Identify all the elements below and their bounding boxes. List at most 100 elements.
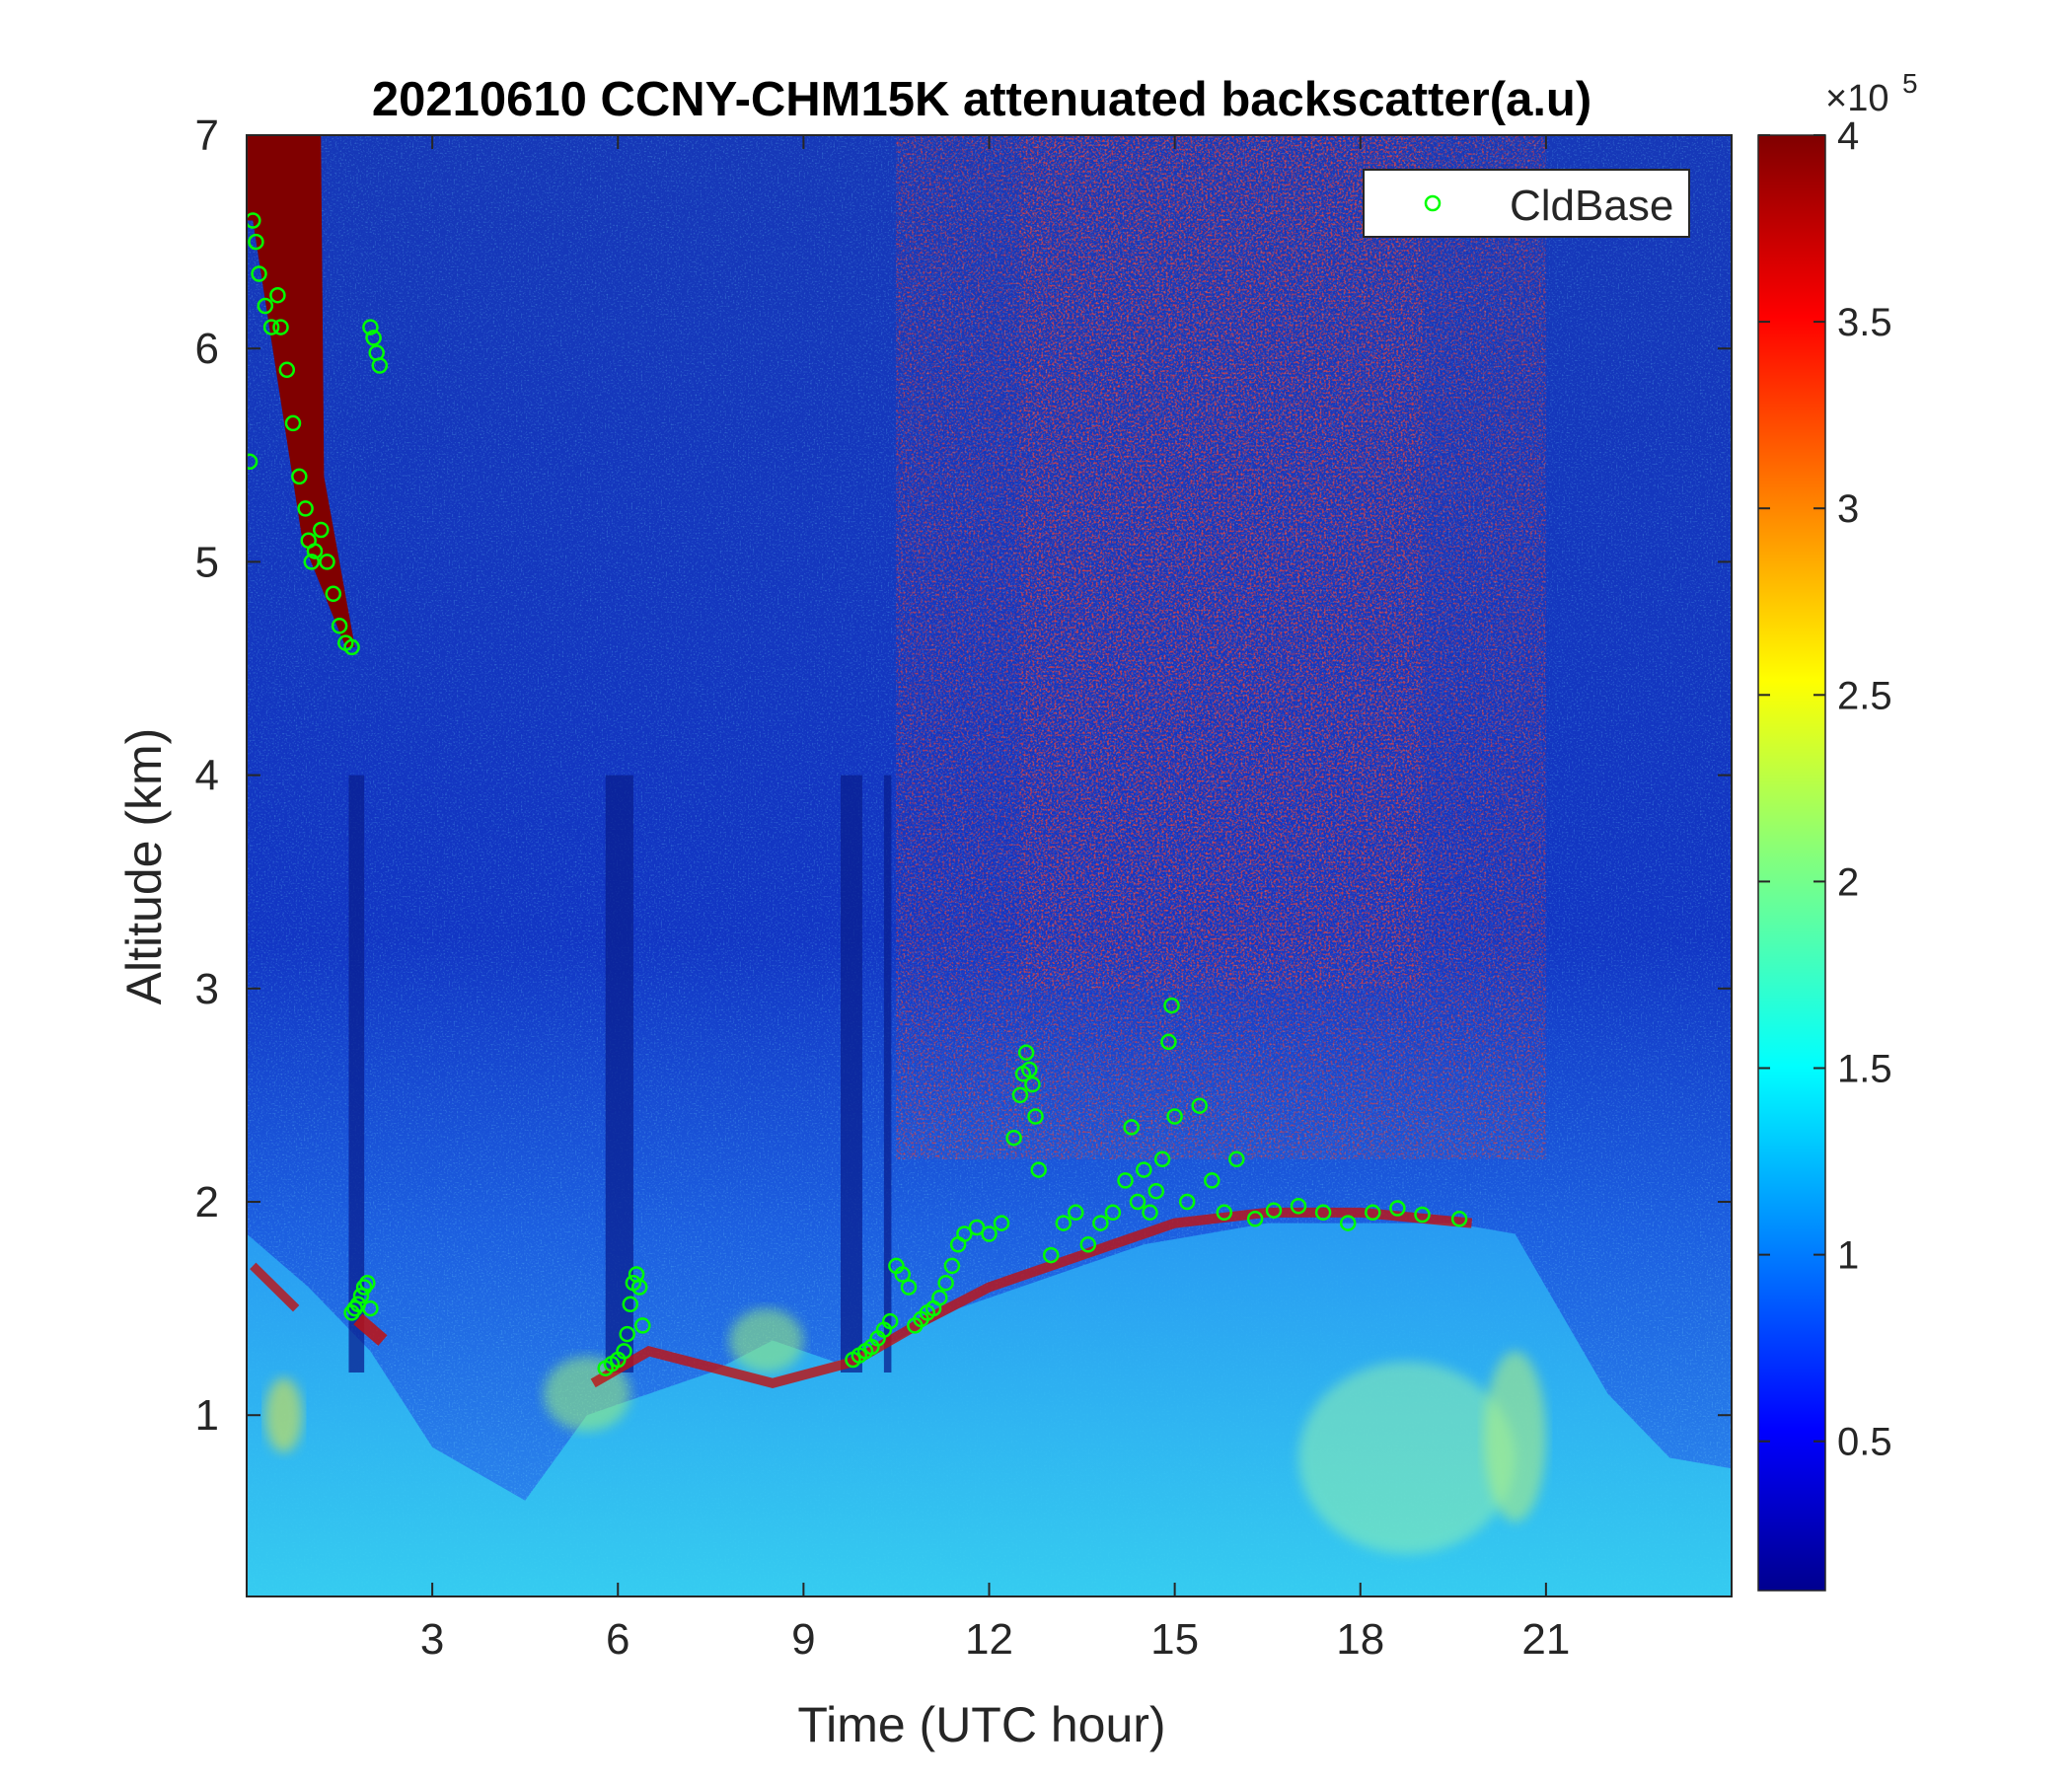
y-tick-label: 3 [195,965,219,1013]
colorbar-exponent-base: ×10 [1825,78,1888,119]
cldbase-marker [993,1215,1010,1231]
heatmap-image [247,135,1732,1596]
cldbase-marker [352,1287,370,1304]
cldbase-marker [1079,1236,1097,1253]
cldbase-marker [616,1343,632,1360]
cldbase-marker [1389,1200,1406,1217]
cldbase-marker [306,543,324,559]
cldbase-marker [362,319,379,335]
cldbase-marker [1147,1182,1165,1200]
colorbar: ×10 5 0.5 1 1.5 2 2.5 3 3.5 4 [1757,68,1918,1592]
cldbase-marker [269,286,286,304]
x-tick-label: 6 [606,1615,629,1664]
legend-frame [1363,169,1690,238]
cldbase-marker [1129,1193,1147,1211]
cldbase-marker [1153,1150,1171,1168]
cldbase-marker [1160,1033,1177,1051]
cldbase-marker [1042,1246,1060,1264]
cldbase-marker [622,1296,639,1313]
high-cloud-layer [247,135,355,647]
cldbase-marker [1123,1119,1140,1136]
cldbase-marker [325,585,342,603]
cldbase-marker [1246,1211,1264,1227]
cldbase-marker [1027,1108,1044,1125]
dark-column-1 [605,775,633,1373]
colorbar-tick-label: 1.5 [1837,1048,1892,1091]
cldbase-marker [1068,1204,1084,1222]
cldbase-marker [343,638,360,656]
colorbar-exponent-power: 5 [1902,68,1918,99]
aerosol-patch-0 [264,1377,303,1453]
cldbase-marker [1365,1204,1381,1222]
cldbase-marker [291,468,308,485]
colorbar-tick-label: 2 [1837,860,1859,904]
cldbase-marker [1314,1204,1332,1222]
cldbase-marker [619,1325,635,1343]
dark-column-2 [841,775,862,1373]
cldbase-marker [1339,1215,1357,1231]
y-tick-label: 6 [195,325,219,373]
colorbar-tick-label: 1 [1837,1234,1859,1278]
cldbase-marker [1104,1204,1122,1222]
cldbase-marker [365,330,382,346]
chart-title: 20210610 CCNY-CHM15K attenuated backscat… [372,73,1591,126]
cldbase-marker [1024,1076,1041,1093]
x-axis-label: Time (UTC hour) [797,1697,1165,1752]
legend-label-cldbase: CldBase [1510,182,1673,230]
cldbase-marker [1204,1172,1221,1189]
cloud-base-strip-left [250,1262,300,1312]
y-tick-label: 5 [195,538,219,586]
y-tick-label: 7 [195,111,219,160]
cldbase-marker [284,414,302,432]
cldbase-marker [251,265,267,282]
cldbase-marker [1021,1061,1038,1078]
cldbase-marker [1055,1215,1073,1231]
cldbase-marker [1265,1202,1283,1219]
cldbase-marker [1290,1198,1307,1215]
cldbase-marker [894,1266,911,1283]
cldbase-marker [931,1290,948,1306]
cldbase-marker [1163,997,1180,1014]
cldbase-marker [313,521,330,539]
cldbase-marker [900,1279,918,1296]
cldbase-marker [247,453,259,471]
cldbase-marker [1216,1204,1233,1222]
cldbase-marker [371,357,389,374]
x-tick-label: 15 [1150,1615,1199,1664]
cldbase-marker [1117,1172,1134,1189]
cldbase-marker [278,361,296,379]
colorbar-tick-label: 4 [1837,114,1859,158]
x-tick-label: 18 [1336,1615,1384,1664]
cldbase-marker [1136,1161,1152,1178]
colorbar-tick-label: 3.5 [1837,301,1892,344]
x-tick-label: 12 [965,1615,1013,1664]
cldbase-marker [1178,1193,1196,1211]
legend: CldBase [1363,169,1690,238]
aerosol-patch-4 [1484,1351,1546,1522]
colorbar-tick-label: 3 [1837,487,1859,531]
cldbase-marker [1005,1129,1022,1147]
x-tick-label: 9 [791,1615,815,1664]
cloud-base-strip-mid [353,1313,388,1346]
cldbase-marker [630,1279,648,1296]
cldbase-marker [956,1225,973,1242]
aerosol-patch-2 [729,1308,804,1373]
cldbase-marker [1166,1108,1183,1125]
cldbase-marker [1191,1097,1208,1114]
cldbase-marker [362,1299,379,1317]
dark-column-3 [883,775,892,1373]
cldbase-marker [248,233,264,251]
y-axis-label: Altitude (km) [116,728,172,1005]
aerosol-patch-3 [1298,1362,1516,1554]
cloud-base-markers [247,212,1468,1376]
cldbase-marker [634,1317,651,1334]
y-tick-label: 1 [195,1391,219,1440]
cldbase-marker [359,1274,376,1292]
cldbase-marker [881,1312,899,1330]
cldbase-marker [937,1274,954,1292]
cldbase-marker [319,554,335,570]
cldbase-marker [1030,1161,1047,1178]
